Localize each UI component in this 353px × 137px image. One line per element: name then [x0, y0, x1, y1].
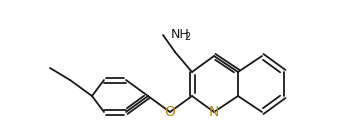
Text: 2: 2	[184, 32, 190, 42]
Text: N: N	[209, 105, 219, 119]
Text: NH: NH	[171, 28, 190, 42]
Text: O: O	[164, 105, 175, 119]
